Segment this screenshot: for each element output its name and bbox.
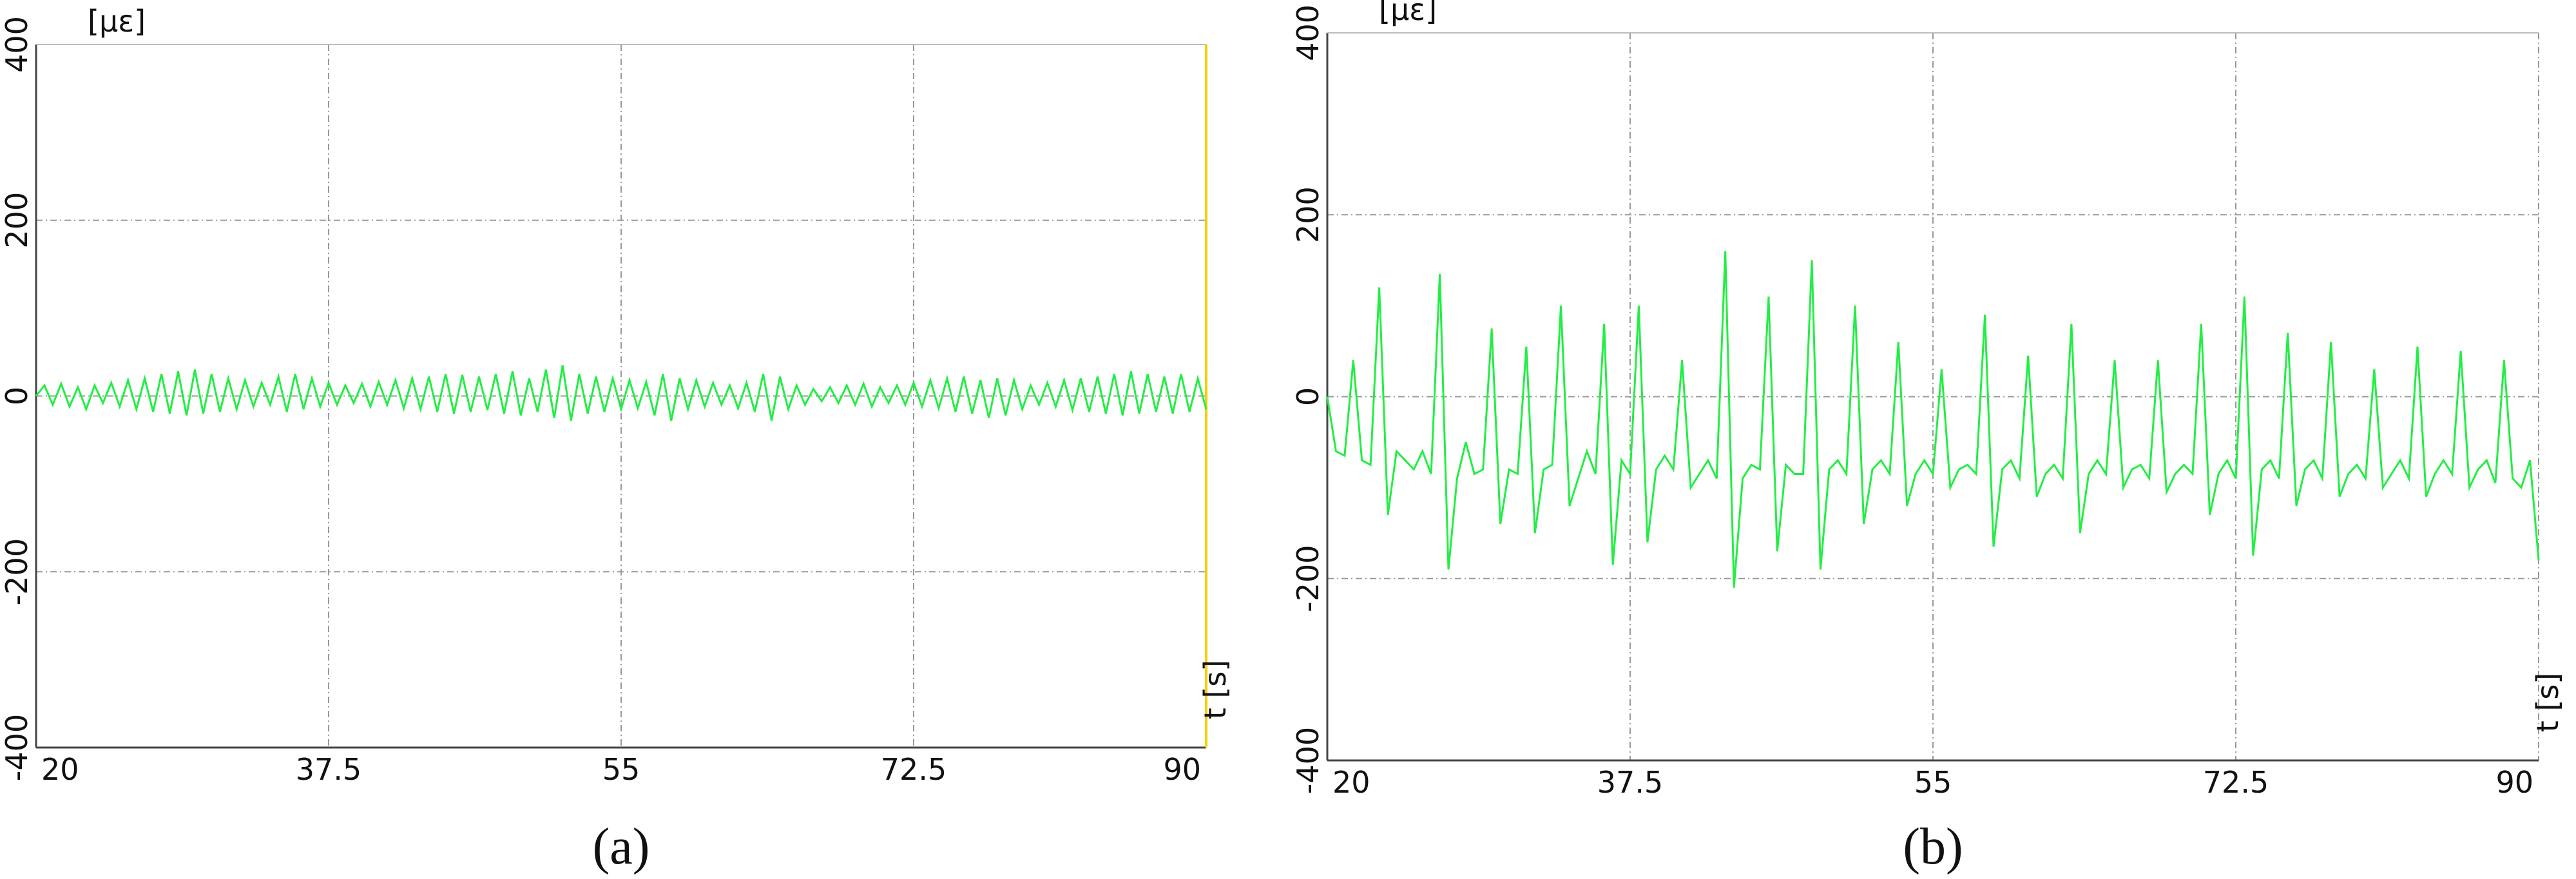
y-tick-label: -400 xyxy=(0,714,34,781)
x-axis-label: t [s] xyxy=(1198,660,1233,720)
x-tick-label: 72.5 xyxy=(2203,765,2269,800)
x-tick-label: 55 xyxy=(1914,765,1952,800)
caption: (b) xyxy=(1903,818,1963,875)
x-tick-label: 90 xyxy=(1163,752,1201,787)
x-tick-label: 90 xyxy=(2495,765,2533,800)
x-tick-label: 20 xyxy=(41,752,79,787)
y-tick-label: 200 xyxy=(0,192,34,249)
x-tick-label: 72.5 xyxy=(881,752,947,787)
y-tick-label: 0 xyxy=(0,387,34,405)
y-tick-label: -400 xyxy=(1291,727,1325,794)
caption: (a) xyxy=(593,818,650,875)
y-tick-label: 400 xyxy=(1291,5,1325,61)
y-tick-label: -200 xyxy=(0,538,34,605)
x-tick-label: 55 xyxy=(602,752,640,787)
y-axis-label: [με] xyxy=(1379,0,1437,27)
x-tick-label: 37.5 xyxy=(296,752,361,787)
y-tick-label: -200 xyxy=(1291,545,1325,612)
y-axis-label: [με] xyxy=(88,4,146,39)
x-tick-label: 20 xyxy=(1332,765,1370,800)
signal-line xyxy=(1326,251,2540,588)
x-tick-label: 37.5 xyxy=(1597,765,1663,800)
x-axis-label: t [s] xyxy=(2530,673,2565,733)
y-tick-label: 0 xyxy=(1291,387,1325,406)
y-tick-label: 200 xyxy=(1291,186,1325,243)
y-tick-label: 400 xyxy=(0,16,34,73)
signal-line xyxy=(35,365,1207,421)
